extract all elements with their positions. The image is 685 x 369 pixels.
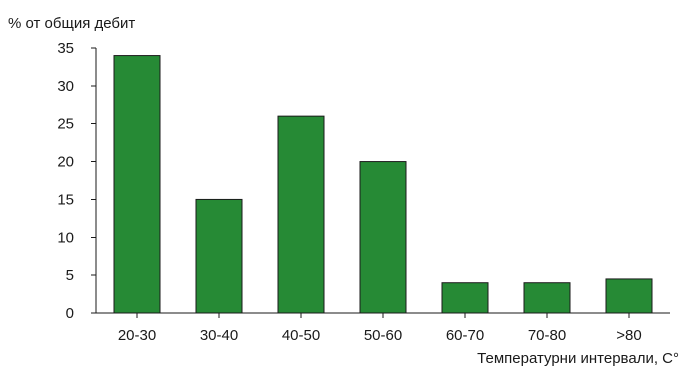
y-tick-label: 15 (57, 191, 74, 208)
y-axis-title: % от общия дебит (8, 15, 135, 32)
x-tick-label: 50-60 (364, 327, 402, 344)
bar-60-70 (441, 282, 489, 314)
x-tick-label: 60-70 (446, 327, 484, 344)
x-tick-label: 20-30 (118, 327, 156, 344)
y-tick-label: 0 (66, 305, 74, 322)
y-tick-label: 20 (57, 154, 74, 171)
y-tick-label: 25 (57, 116, 74, 133)
bars (113, 55, 653, 314)
bar-20-30 (113, 55, 161, 314)
y-tick-label: 5 (66, 267, 74, 284)
x-tick-label: 40-50 (282, 327, 320, 344)
y-axis-ticks: 0 5 10 15 20 25 30 35 (57, 40, 96, 322)
y-tick-label: 10 (57, 229, 74, 246)
y-tick-label: 30 (57, 78, 74, 95)
y-tick-label: 35 (57, 40, 74, 57)
bar-70-80 (523, 282, 571, 314)
x-tick-label: 30-40 (200, 327, 238, 344)
x-tick-label: 70-80 (528, 327, 566, 344)
x-tick-label: >80 (616, 327, 641, 344)
x-axis-title: Температурни интервали, C° (477, 350, 679, 367)
bar-80 (605, 278, 653, 314)
bar-40-50 (277, 115, 325, 314)
bar-50-60 (359, 161, 407, 314)
x-axis-ticks: 20-30 30-40 40-50 50-60 60-70 70-80 >80 (118, 313, 642, 344)
bar-30-40 (195, 198, 243, 314)
